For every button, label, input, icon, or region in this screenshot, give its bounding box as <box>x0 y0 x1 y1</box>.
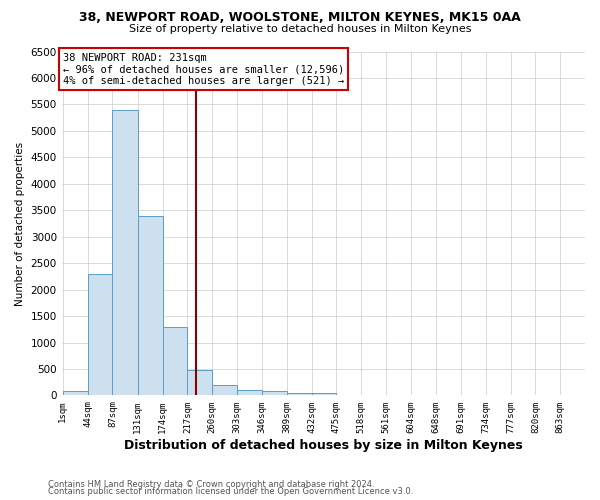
Bar <box>262 392 287 396</box>
Y-axis label: Number of detached properties: Number of detached properties <box>15 142 25 306</box>
Text: 38 NEWPORT ROAD: 231sqm
← 96% of detached houses are smaller (12,596)
4% of semi: 38 NEWPORT ROAD: 231sqm ← 96% of detache… <box>63 52 344 86</box>
Bar <box>287 393 311 396</box>
Bar <box>138 216 163 396</box>
Bar <box>88 274 112 396</box>
Bar <box>163 326 187 396</box>
Bar <box>212 385 237 396</box>
X-axis label: Distribution of detached houses by size in Milton Keynes: Distribution of detached houses by size … <box>124 440 523 452</box>
Bar <box>63 392 88 396</box>
Bar <box>237 390 262 396</box>
Bar <box>311 393 337 396</box>
Bar <box>187 370 212 396</box>
Text: Contains HM Land Registry data © Crown copyright and database right 2024.: Contains HM Land Registry data © Crown c… <box>48 480 374 489</box>
Text: Contains public sector information licensed under the Open Government Licence v3: Contains public sector information licen… <box>48 487 413 496</box>
Text: Size of property relative to detached houses in Milton Keynes: Size of property relative to detached ho… <box>129 24 471 34</box>
Bar <box>112 110 138 396</box>
Text: 38, NEWPORT ROAD, WOOLSTONE, MILTON KEYNES, MK15 0AA: 38, NEWPORT ROAD, WOOLSTONE, MILTON KEYN… <box>79 11 521 24</box>
